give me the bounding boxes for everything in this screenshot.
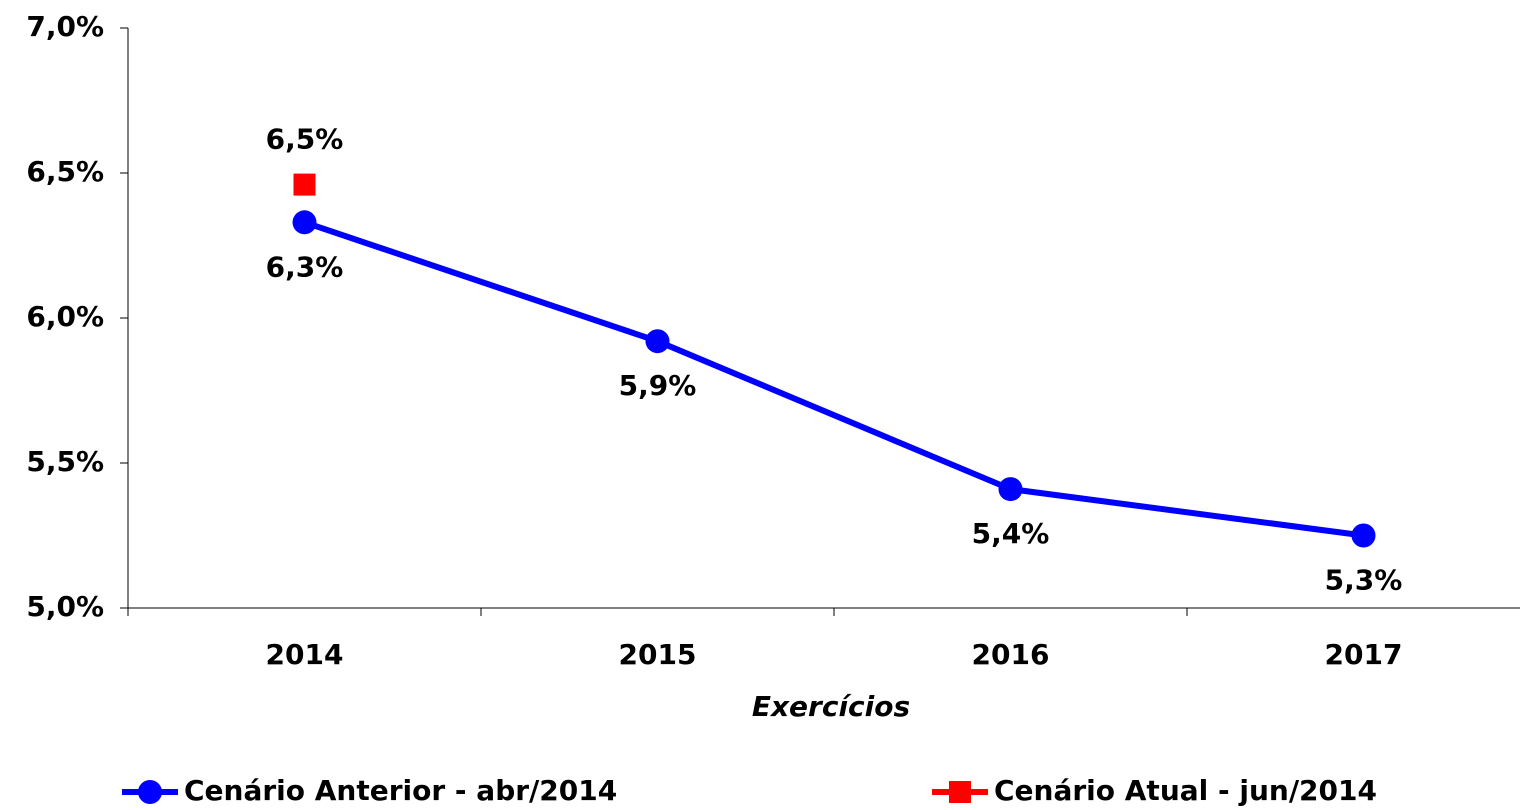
x-axis-label: Exercícios [752,690,910,723]
x-tick-label: 2016 [972,638,1050,671]
legend-label: Cenário Atual - jun/2014 [994,774,1377,807]
data-label: 6,5% [266,123,344,156]
point [998,477,1023,502]
point [293,173,316,196]
data-label: 5,3% [1325,564,1403,597]
point [645,329,670,354]
x-tick-label: 2017 [1325,638,1403,671]
data-label: 6,3% [266,250,344,283]
legend-marker [949,781,971,803]
legend-marker [138,780,162,804]
x-tick-label: 2014 [266,638,344,671]
data-label: 5,9% [619,369,697,402]
point [1351,523,1376,548]
y-tick-label: 5,5% [26,445,104,478]
y-tick-label: 5,0% [26,590,104,623]
legend-label: Cenário Anterior - abr/2014 [184,774,617,807]
y-tick-label: 6,0% [26,300,104,333]
point [292,210,317,235]
y-tick-label: 6,5% [26,155,104,188]
y-tick-label: 7,0% [26,10,104,43]
series-line [303,219,1364,539]
data-label: 5,4% [972,517,1050,550]
x-tick-label: 2015 [619,638,697,671]
